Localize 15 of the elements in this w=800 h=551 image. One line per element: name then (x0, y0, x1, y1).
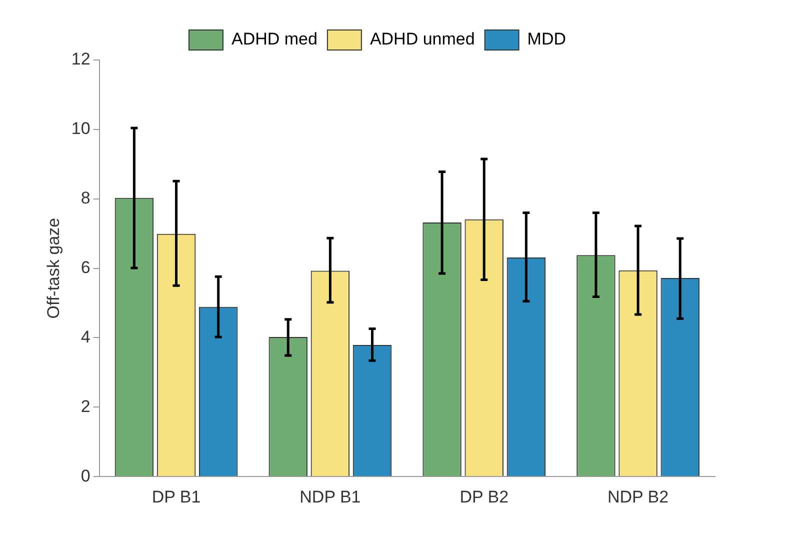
legend-label: MDD (527, 30, 566, 49)
x-tick-label: NDP B2 (607, 487, 669, 506)
x-tick-label: DP B1 (152, 487, 201, 506)
y-tick-label: 12 (71, 50, 90, 69)
x-tick-label: NDP B1 (300, 487, 361, 506)
y-tick-label: 10 (71, 119, 90, 138)
y-tick-label: 4 (80, 327, 90, 346)
y-tick-label: 6 (80, 258, 90, 277)
y-axis-title: Off-task gaze (44, 218, 63, 319)
y-tick-label: 8 (80, 188, 90, 208)
y-tick-label: 0 (80, 466, 90, 486)
legend-label: ADHD unmed (370, 30, 475, 49)
x-tick-label: DP B2 (460, 487, 509, 506)
legend-label: ADHD med (231, 30, 318, 49)
y-tick-label: 2 (80, 396, 90, 416)
